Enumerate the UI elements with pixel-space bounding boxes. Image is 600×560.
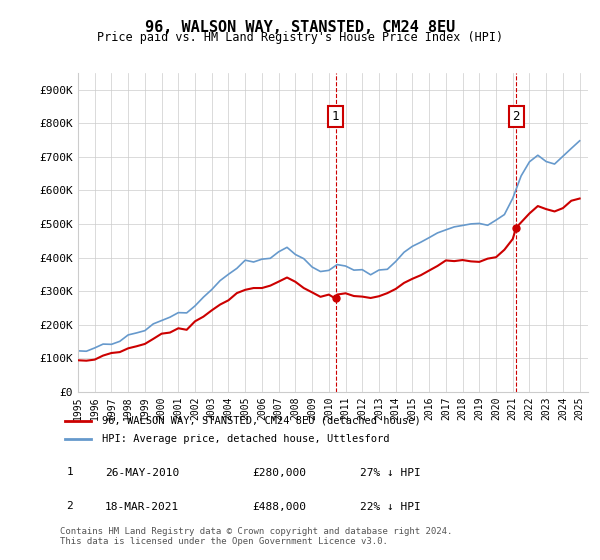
Text: 1: 1 (332, 110, 339, 123)
Text: 18-MAR-2021: 18-MAR-2021 (105, 502, 179, 512)
Text: HPI: Average price, detached house, Uttlesford: HPI: Average price, detached house, Uttl… (102, 434, 389, 444)
Text: 96, WALSON WAY, STANSTED, CM24 8EU (detached house): 96, WALSON WAY, STANSTED, CM24 8EU (deta… (102, 416, 421, 426)
Text: 22% ↓ HPI: 22% ↓ HPI (360, 502, 421, 512)
Text: 26-MAY-2010: 26-MAY-2010 (105, 468, 179, 478)
Text: £488,000: £488,000 (252, 502, 306, 512)
Text: Price paid vs. HM Land Registry's House Price Index (HPI): Price paid vs. HM Land Registry's House … (97, 31, 503, 44)
Text: Contains HM Land Registry data © Crown copyright and database right 2024.
This d: Contains HM Land Registry data © Crown c… (60, 526, 452, 546)
Text: 27% ↓ HPI: 27% ↓ HPI (360, 468, 421, 478)
Text: 2: 2 (66, 501, 73, 511)
Text: 2: 2 (512, 110, 520, 123)
Text: 1: 1 (66, 468, 73, 477)
Text: £280,000: £280,000 (252, 468, 306, 478)
Text: 96, WALSON WAY, STANSTED, CM24 8EU: 96, WALSON WAY, STANSTED, CM24 8EU (145, 20, 455, 35)
